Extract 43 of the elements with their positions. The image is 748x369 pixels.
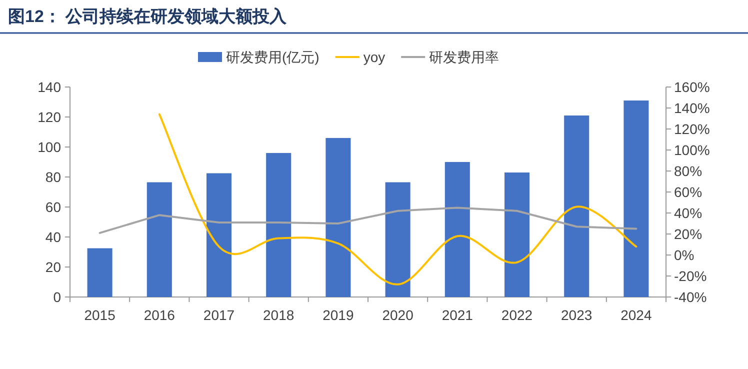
chart-title: 图12： 公司持续在研发领域大额投入 — [8, 7, 288, 26]
x-tick-label: 2024 — [620, 307, 652, 323]
y-tick-label: 80 — [45, 169, 62, 185]
x-tick-label: 2023 — [561, 307, 592, 323]
y-tick-label: 20 — [45, 259, 62, 275]
y2-tick-label: -20% — [674, 268, 707, 284]
x-tick-label: 2020 — [382, 307, 414, 323]
bar — [326, 138, 351, 297]
bar — [564, 116, 590, 297]
bar — [266, 153, 292, 297]
x-tick-label: 2016 — [144, 307, 176, 323]
y2-tick-label: 20% — [674, 226, 702, 242]
y2-tick-label: 80% — [674, 163, 702, 179]
legend-label: yoy — [363, 49, 386, 65]
legend-label: 研发费用(亿元) — [226, 49, 320, 65]
x-tick-label: 2018 — [263, 307, 294, 323]
x-tick-label: 2021 — [442, 307, 474, 323]
x-tick-label: 2019 — [322, 307, 354, 323]
x-tick-label: 2015 — [84, 307, 116, 323]
y2-tick-label: 160% — [674, 79, 710, 95]
y2-tick-label: 100% — [674, 142, 710, 158]
y2-tick-label: 0% — [674, 247, 694, 263]
y-tick-label: 40 — [45, 229, 62, 245]
y-tick-label: 100 — [38, 139, 62, 155]
x-tick-label: 2022 — [501, 307, 533, 323]
bar — [385, 182, 410, 297]
y2-tick-label: 40% — [674, 205, 702, 221]
y2-tick-label: 120% — [674, 121, 710, 137]
y-tick-label: 0 — [53, 289, 62, 305]
bar — [206, 173, 232, 297]
y-tick-label: 140 — [38, 79, 62, 95]
bar — [87, 248, 112, 297]
y2-tick-label: -40% — [674, 289, 707, 305]
bar — [146, 182, 172, 297]
y2-tick-label: 60% — [674, 184, 702, 200]
bar — [624, 100, 649, 297]
x-tick-label: 2017 — [203, 307, 235, 323]
y2-tick-label: 140% — [674, 100, 710, 116]
y-tick-label: 60 — [45, 199, 62, 215]
bar — [504, 172, 530, 297]
y-tick-label: 120 — [38, 109, 62, 125]
legend-label: 研发费用率 — [429, 49, 500, 65]
bar — [444, 162, 470, 297]
